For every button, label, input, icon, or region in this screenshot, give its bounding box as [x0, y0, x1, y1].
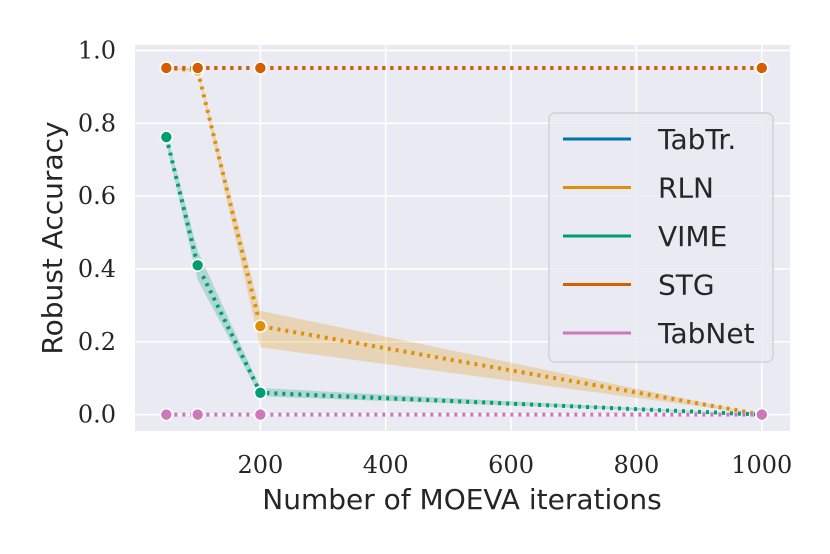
y-tick-label: 0.6: [78, 182, 116, 210]
marker-vime: [190, 258, 205, 273]
marker-stg: [754, 61, 769, 75]
y-tick-label: 0.8: [78, 109, 116, 137]
series-lines: [164, 65, 763, 417]
marker-tabnet: [159, 407, 174, 422]
y-tick-label: 0.2: [78, 328, 116, 356]
x-tick-label: 600: [488, 451, 534, 479]
legend-label-tabtr: TabTr.: [657, 123, 736, 156]
marker-rln: [253, 319, 268, 333]
x-tick-label: 200: [237, 451, 283, 479]
y-tick-label: 1.0: [78, 36, 116, 64]
y-tick-labels: 0.0 0.2 0.4 0.6 0.8 1.0: [78, 36, 116, 428]
legend-label-tabnet: TabNet: [657, 317, 755, 350]
line-vime: [164, 136, 762, 417]
x-tick-label: 400: [363, 451, 409, 479]
series-markers: [159, 61, 769, 422]
legend-label-stg: STG: [658, 269, 715, 302]
x-tick-label: 1000: [731, 451, 792, 479]
legend: TabTr. RLN VIME STG TabNet: [548, 112, 774, 363]
y-axis-label: Robust Accuracy: [36, 121, 69, 354]
legend-box: [548, 112, 774, 363]
y-tick-label: 0.0: [78, 401, 116, 429]
marker-tabnet: [253, 407, 268, 422]
marker-tabnet: [190, 407, 205, 422]
x-tick-labels: 200 400 600 800 1000: [237, 451, 792, 479]
y-tick-label: 0.4: [78, 255, 116, 283]
legend-label-vime: VIME: [658, 220, 727, 253]
marker-tabnet: [754, 407, 769, 422]
x-axis-label: Number of MOEVA iterations: [262, 483, 661, 516]
confidence-bands: [166, 67, 762, 415]
marker-vime: [159, 130, 174, 144]
marker-stg: [190, 61, 205, 75]
band-rln: [166, 67, 762, 415]
legend-label-rln: RLN: [658, 172, 714, 205]
marker-vime: [253, 385, 268, 400]
marker-stg: [159, 61, 174, 75]
x-tick-label: 800: [614, 451, 660, 479]
marker-stg: [253, 61, 268, 75]
